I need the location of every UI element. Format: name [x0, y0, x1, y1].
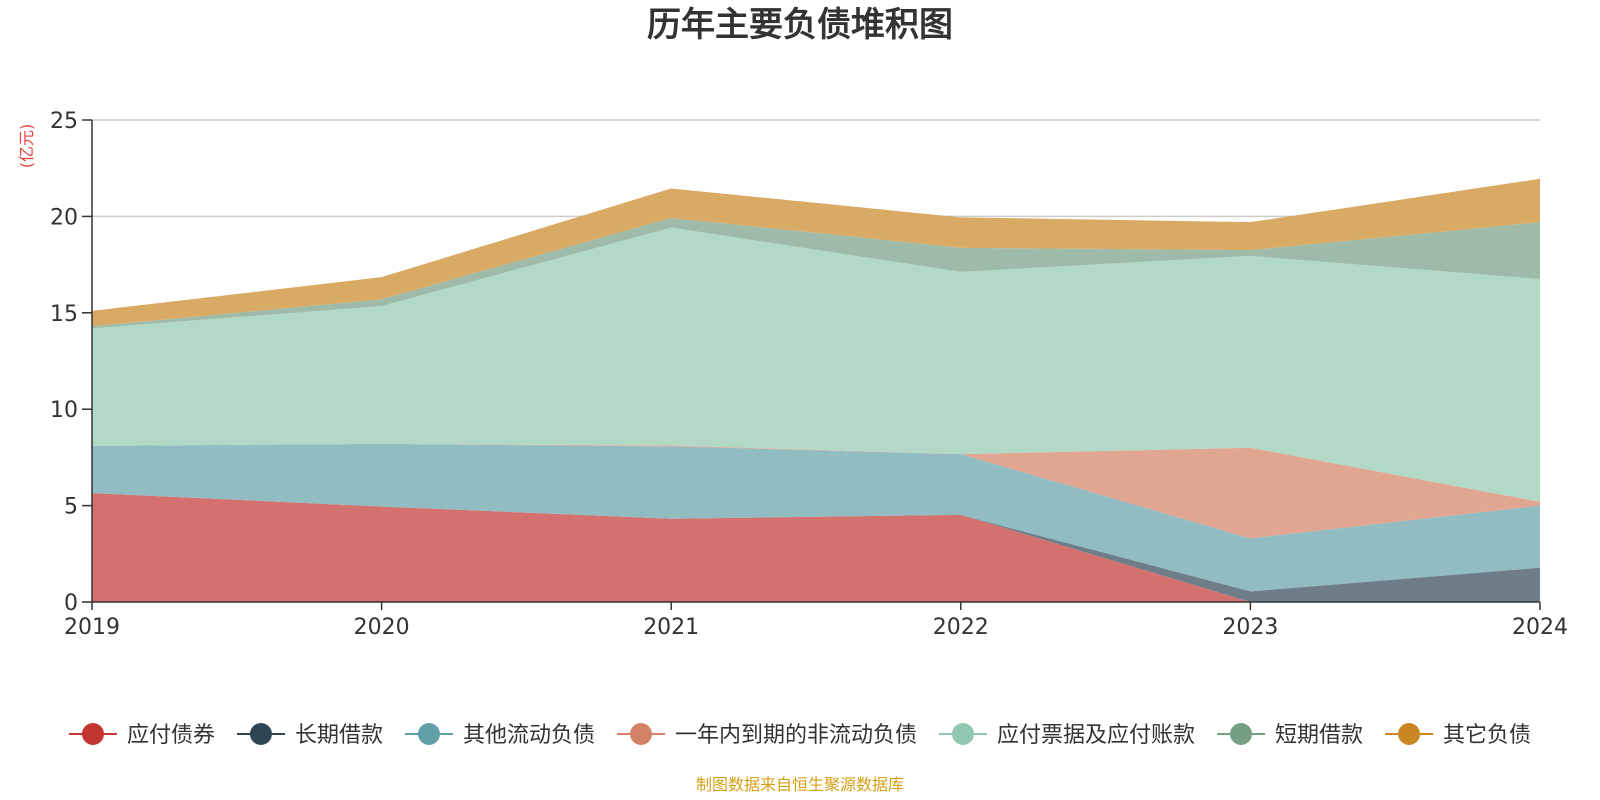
y-tick-label: 5	[64, 495, 78, 520]
y-tick-label: 25	[50, 109, 78, 134]
legend-circle-marker	[417, 723, 440, 745]
x-tick-label: 2021	[643, 615, 699, 640]
y-tick-label: 10	[50, 398, 78, 423]
legend-circle-marker	[1230, 723, 1253, 745]
legend-item-6[interactable]: 短期借款	[1217, 723, 1363, 748]
legend: 应付债券 长期借款 其他流动负债 一年内到期的非流动负债 应付票据及应付账款 短期借款 其它…	[68, 723, 1531, 748]
y-tick-label: 15	[50, 302, 78, 327]
area-series-4	[92, 443, 1540, 539]
area-series-7	[92, 178, 1540, 327]
legend-circle-marker	[952, 723, 975, 745]
x-tick-label: 2023	[1222, 615, 1278, 640]
legend-circle-marker	[249, 723, 272, 745]
legend-label: 应付票据及应付账款	[997, 723, 1195, 748]
legend-label: 长期借款	[295, 723, 383, 748]
legend-item-1[interactable]: 应付债券	[68, 723, 215, 748]
legend-item-5[interactable]: 应付票据及应付账款	[939, 723, 1195, 748]
area-series-6	[92, 217, 1540, 329]
x-tick-label: 2024	[1512, 615, 1568, 640]
legend-label: 其它负债	[1443, 723, 1531, 748]
y-tick-label: 20	[50, 205, 78, 230]
area-series-1	[92, 493, 1540, 602]
legend-item-2[interactable]: 长期借款	[236, 723, 383, 748]
legend-circle-marker	[629, 723, 652, 745]
chart-title: 历年主要负债堆积图	[647, 5, 953, 45]
legend-label: 一年内到期的非流动负债	[675, 723, 917, 748]
area-series-5	[92, 227, 1540, 502]
legend-circle-marker	[1398, 723, 1421, 745]
data-source-note: 制图数据来自恒生聚源数据库	[696, 775, 904, 794]
legend-label: 短期借款	[1275, 723, 1363, 748]
legend-circle-marker	[81, 723, 104, 745]
x-tick-label: 2022	[933, 615, 989, 640]
x-tick-label: 2019	[64, 615, 120, 640]
legend-label: 其他流动负债	[463, 723, 595, 748]
y-axis-unit-label: (亿元)	[17, 124, 36, 169]
area-series-layer	[92, 178, 1540, 602]
x-tick-label: 2020	[354, 615, 410, 640]
legend-item-3[interactable]: 其他流动负债	[404, 723, 595, 748]
axes: 0 5 10 15 20 25 2019 2020 2021 2022 2023 2024	[50, 109, 1568, 640]
area-series-2	[92, 493, 1540, 602]
legend-label: 应付债券	[127, 723, 215, 748]
y-tick-label: 0	[64, 591, 78, 616]
legend-item-4[interactable]: 一年内到期的非流动负债	[616, 723, 917, 748]
area-series-3	[92, 443, 1540, 592]
legend-item-7[interactable]: 其它负债	[1385, 723, 1531, 748]
